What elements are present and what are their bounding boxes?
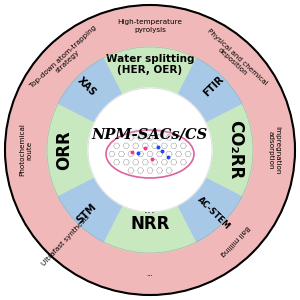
Text: ...: ... xyxy=(144,203,156,216)
Wedge shape xyxy=(58,58,122,122)
Circle shape xyxy=(88,88,212,212)
Ellipse shape xyxy=(122,128,178,140)
Wedge shape xyxy=(178,178,242,242)
Text: XAS: XAS xyxy=(75,75,98,98)
Text: AC-STEM: AC-STEM xyxy=(195,195,232,232)
Text: STM: STM xyxy=(75,202,98,225)
Text: ORR: ORR xyxy=(56,130,74,170)
Ellipse shape xyxy=(106,130,194,178)
Text: FTIR: FTIR xyxy=(201,74,226,99)
Text: NRR: NRR xyxy=(130,215,170,233)
Text: Top-down atom-trapping
strategy: Top-down atom-trapping strategy xyxy=(28,24,102,94)
Text: Water splitting
(HER, OER): Water splitting (HER, OER) xyxy=(106,54,194,75)
Text: Ultrafast synthesis: Ultrafast synthesis xyxy=(40,214,91,267)
Text: Photochemical
route: Photochemical route xyxy=(20,124,33,176)
Text: NPM-SACs/CS: NPM-SACs/CS xyxy=(92,128,208,142)
Text: Ball milling: Ball milling xyxy=(219,224,250,257)
Circle shape xyxy=(5,5,295,295)
Wedge shape xyxy=(58,178,122,242)
Circle shape xyxy=(47,47,253,253)
Text: High-temperature
pyrolysis: High-temperature pyrolysis xyxy=(118,20,182,33)
Wedge shape xyxy=(178,58,242,122)
Text: CO₂RR: CO₂RR xyxy=(226,120,244,180)
Text: Impregnation
adsorption: Impregnation adsorption xyxy=(267,126,280,174)
Text: ...: ... xyxy=(147,271,153,277)
Text: Physical and chemical
deposition: Physical and chemical deposition xyxy=(201,27,268,91)
